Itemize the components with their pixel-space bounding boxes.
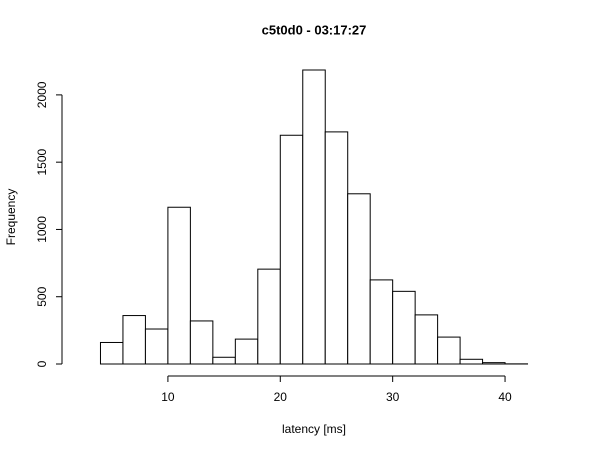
bar (167, 206, 191, 365)
bar (144, 328, 169, 365)
x-tick-label: 30 (386, 390, 400, 404)
bar (302, 69, 326, 365)
bar (392, 290, 416, 365)
bar (414, 314, 439, 365)
bar (234, 338, 259, 365)
x-tick-label: 20 (274, 390, 288, 404)
bar (482, 362, 506, 365)
bar (189, 320, 214, 365)
bar (99, 341, 124, 365)
chart-title: c5t0d0 - 03:17:27 (262, 22, 367, 37)
bar (324, 131, 349, 365)
y-tick-label: 1500 (35, 148, 49, 175)
bar (369, 279, 394, 365)
y-tick-label: 0 (35, 360, 49, 367)
bar (212, 356, 236, 365)
y-tick-label: 2000 (35, 81, 49, 108)
y-tick-label: 500 (35, 286, 49, 306)
bar (347, 193, 371, 365)
bar (459, 358, 484, 365)
x-axis-label: latency [ms] (282, 422, 346, 436)
x-tick-label: 10 (161, 390, 175, 404)
bar (257, 268, 281, 365)
bar (437, 336, 461, 365)
y-axis-label: Frequency (4, 189, 18, 246)
bar (279, 134, 304, 365)
x-tick-label: 40 (498, 390, 512, 404)
bar (122, 315, 146, 365)
y-tick-label: 1000 (35, 216, 49, 243)
